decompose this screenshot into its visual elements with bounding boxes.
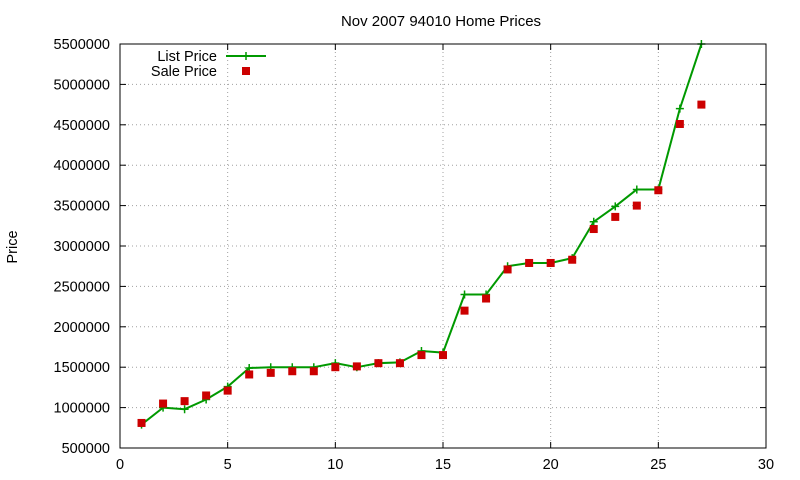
x-tick-label: 15 bbox=[435, 457, 451, 473]
sale-price-point bbox=[503, 265, 512, 274]
sale-price-point bbox=[137, 418, 146, 427]
x-tick-label: 25 bbox=[650, 457, 666, 473]
sale-price-point bbox=[395, 359, 404, 368]
y-tick-label: 2500000 bbox=[54, 279, 110, 295]
list-price-point bbox=[675, 104, 684, 113]
sale-price-point bbox=[546, 258, 555, 267]
list-price-point bbox=[589, 217, 598, 226]
sale-price-point bbox=[460, 306, 469, 315]
sale-price-point bbox=[180, 397, 189, 406]
list-price-line bbox=[140, 43, 703, 426]
y-tick-label: 3000000 bbox=[54, 239, 110, 255]
y-tick-label: 4500000 bbox=[54, 118, 110, 134]
sale-price-point bbox=[266, 368, 275, 377]
y-tick-label: 5000000 bbox=[54, 77, 110, 93]
sale-price-point bbox=[202, 391, 211, 400]
x-tick-label: 0 bbox=[116, 457, 124, 473]
y-tick-label: 5500000 bbox=[54, 37, 110, 53]
list-price-point bbox=[460, 290, 469, 299]
x-tick-label: 5 bbox=[224, 457, 232, 473]
sale-price-point bbox=[611, 212, 620, 221]
legend-swatch-sale-price bbox=[242, 67, 250, 75]
sale-price-point bbox=[654, 186, 663, 195]
legend-marker-list-price bbox=[242, 52, 250, 60]
axis-ticks: 0 5 10 15 20 25 30 500000 1000000 1500000 2000000 2… bbox=[54, 37, 775, 473]
sale-price-point bbox=[245, 370, 254, 379]
sale-price-point bbox=[697, 100, 706, 109]
y-tick-label: 3500000 bbox=[54, 199, 110, 215]
sale-price-point bbox=[374, 359, 383, 368]
legend-label: List Price bbox=[157, 49, 217, 65]
sale-price-point bbox=[352, 362, 361, 371]
plot-frame bbox=[119, 43, 767, 449]
y-tick-label: 1500000 bbox=[54, 360, 110, 376]
y-tick-label: 4000000 bbox=[54, 158, 110, 174]
y-tick-label: 1000000 bbox=[54, 401, 110, 417]
sale-price-point bbox=[331, 363, 340, 372]
y-tick-label: 2000000 bbox=[54, 320, 110, 336]
sale-price-point bbox=[439, 351, 447, 360]
sale-price-point bbox=[159, 399, 168, 408]
chart-title: Nov 2007 94010 Home Prices bbox=[341, 13, 541, 30]
x-tick-label: 10 bbox=[327, 457, 343, 473]
sale-price-point bbox=[568, 255, 577, 264]
y-tick-label: 500000 bbox=[62, 441, 110, 457]
sale-price-point bbox=[309, 367, 318, 376]
sale-price-point bbox=[288, 367, 297, 376]
sale-price-point bbox=[417, 351, 426, 360]
plot-area bbox=[137, 40, 706, 429]
x-tick-label: 30 bbox=[758, 457, 774, 473]
sale-price-point bbox=[632, 201, 641, 210]
x-tick-label: 20 bbox=[543, 457, 559, 473]
sale-price-point bbox=[525, 258, 534, 267]
legend-label: Sale Price bbox=[151, 64, 217, 80]
list-price-point bbox=[611, 202, 620, 211]
sale-price-point bbox=[482, 294, 491, 303]
list-price-point bbox=[632, 185, 641, 194]
sale-price-point bbox=[675, 119, 684, 128]
list-price-point bbox=[180, 405, 189, 414]
y-axis-label: Price bbox=[5, 230, 21, 263]
gridlines bbox=[120, 44, 766, 448]
sale-price-point bbox=[589, 225, 598, 234]
sale-price-point bbox=[223, 386, 232, 395]
